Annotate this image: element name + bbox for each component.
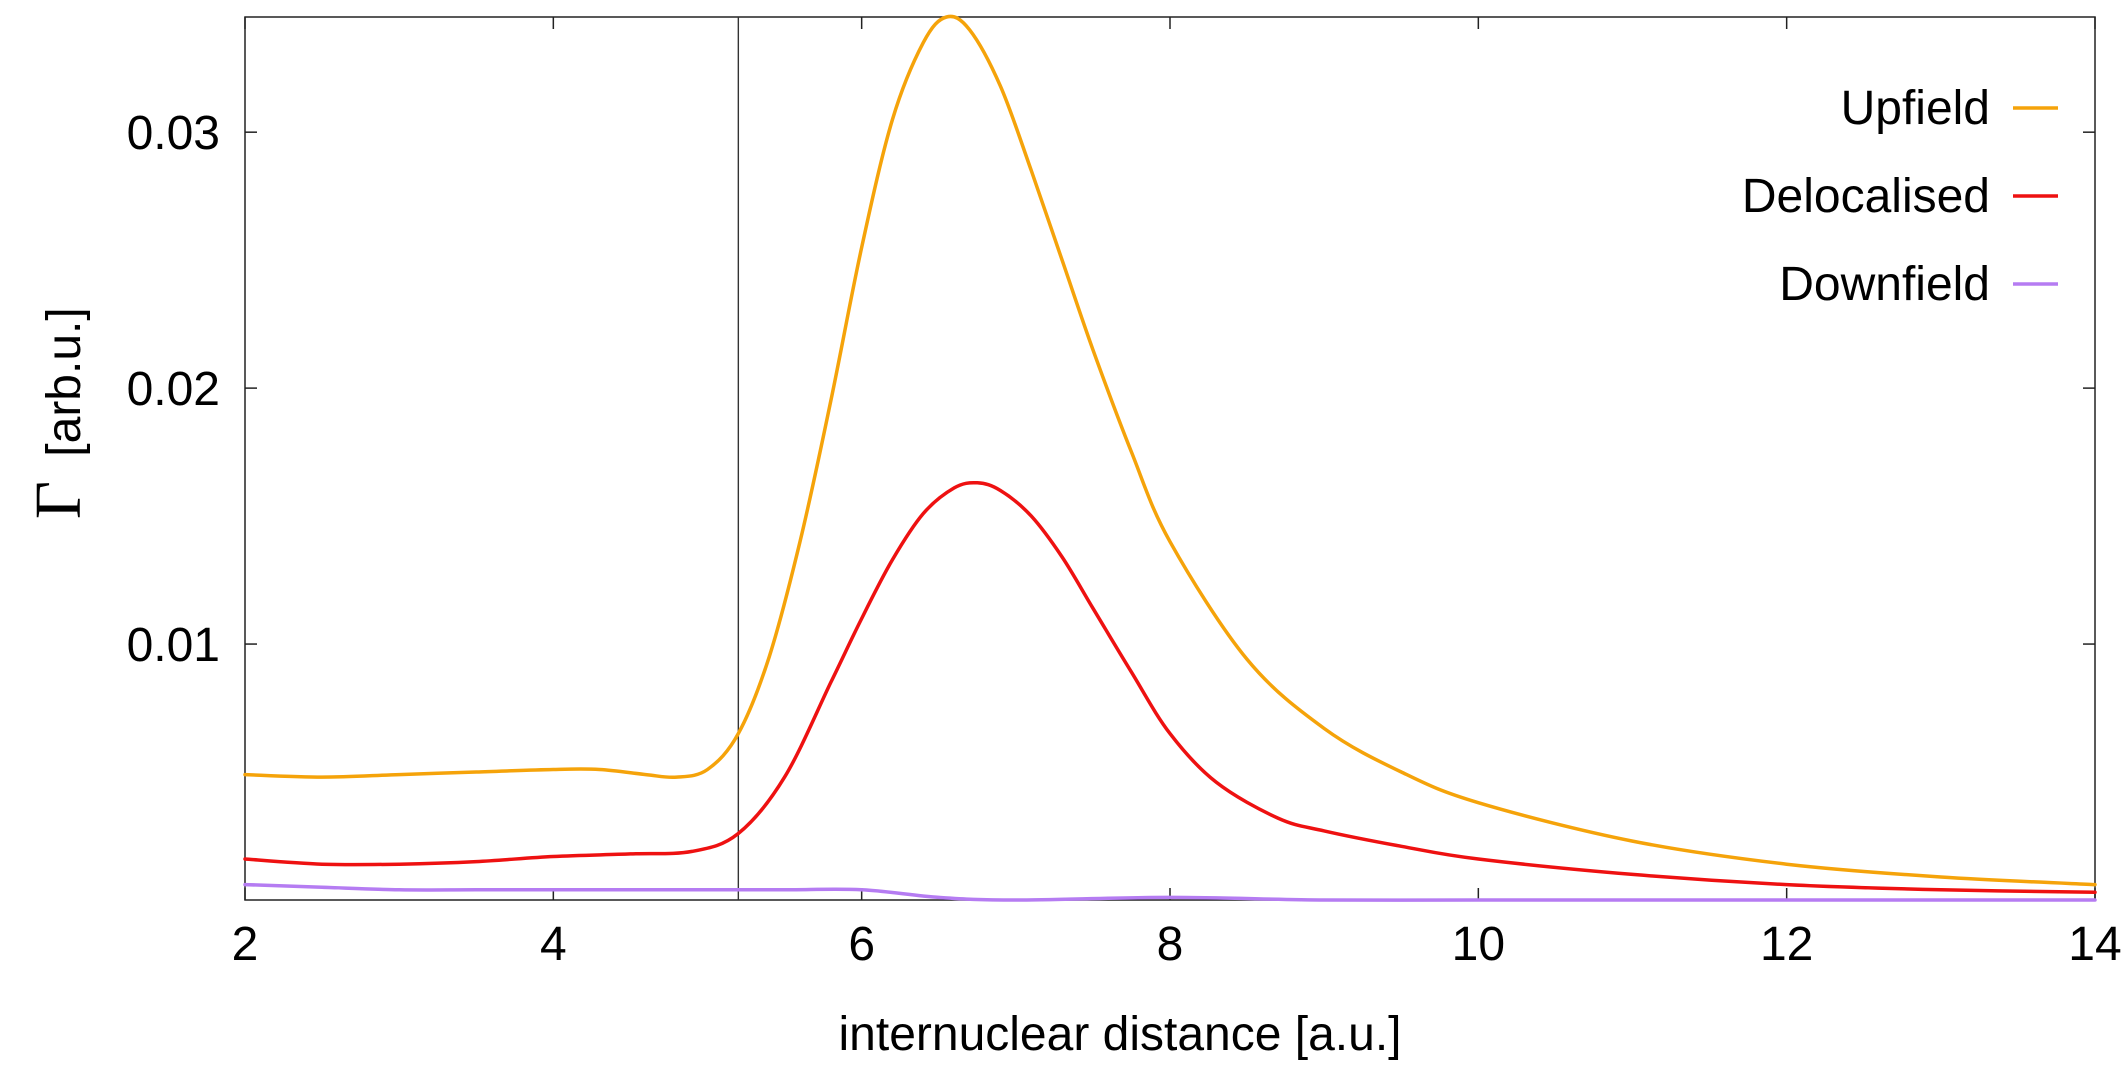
legend: Upfield Delocalised Downfield: [1742, 82, 2058, 311]
legend-label-downfield: Downfield: [1779, 258, 1990, 311]
x-tick-label: 6: [848, 918, 875, 971]
x-tick-label: 8: [1157, 918, 1184, 971]
tick-labels: 2 4 6 8 10 12 14 0.01 0.02 0.03: [127, 107, 2122, 971]
y-axis-label-symbol: Γ: [22, 481, 95, 519]
y-axis-label-unit-group: [arb.u.]: [38, 307, 91, 456]
series-group: [243, 14, 2097, 902]
axis-ticks: [244, 17, 2096, 900]
x-tick-label: 14: [2068, 918, 2121, 971]
series-line-downfield: [243, 882, 2097, 902]
x-tick-label: 2: [232, 918, 259, 971]
x-tick-label: 12: [1760, 918, 1813, 971]
x-tick-label: 4: [540, 918, 567, 971]
legend-label-upfield: Upfield: [1841, 82, 1990, 135]
y-tick-label: 0.01: [127, 619, 220, 672]
legend-label-delocalised: Delocalised: [1742, 170, 1990, 223]
y-tick-label: 0.02: [127, 363, 220, 416]
series-line-upfield: [243, 14, 2097, 887]
x-tick-label: 10: [1452, 918, 1505, 971]
y-axis-label: Γ: [22, 481, 95, 519]
series-line-delocalised: [243, 480, 2097, 895]
x-axis-label: internuclear distance [a.u.]: [839, 1008, 1402, 1061]
plot-border: [244, 16, 2096, 901]
y-axis-label-unit: [arb.u.]: [38, 307, 91, 456]
y-tick-label: 0.03: [127, 107, 220, 160]
plot-frame: [244, 16, 2096, 901]
